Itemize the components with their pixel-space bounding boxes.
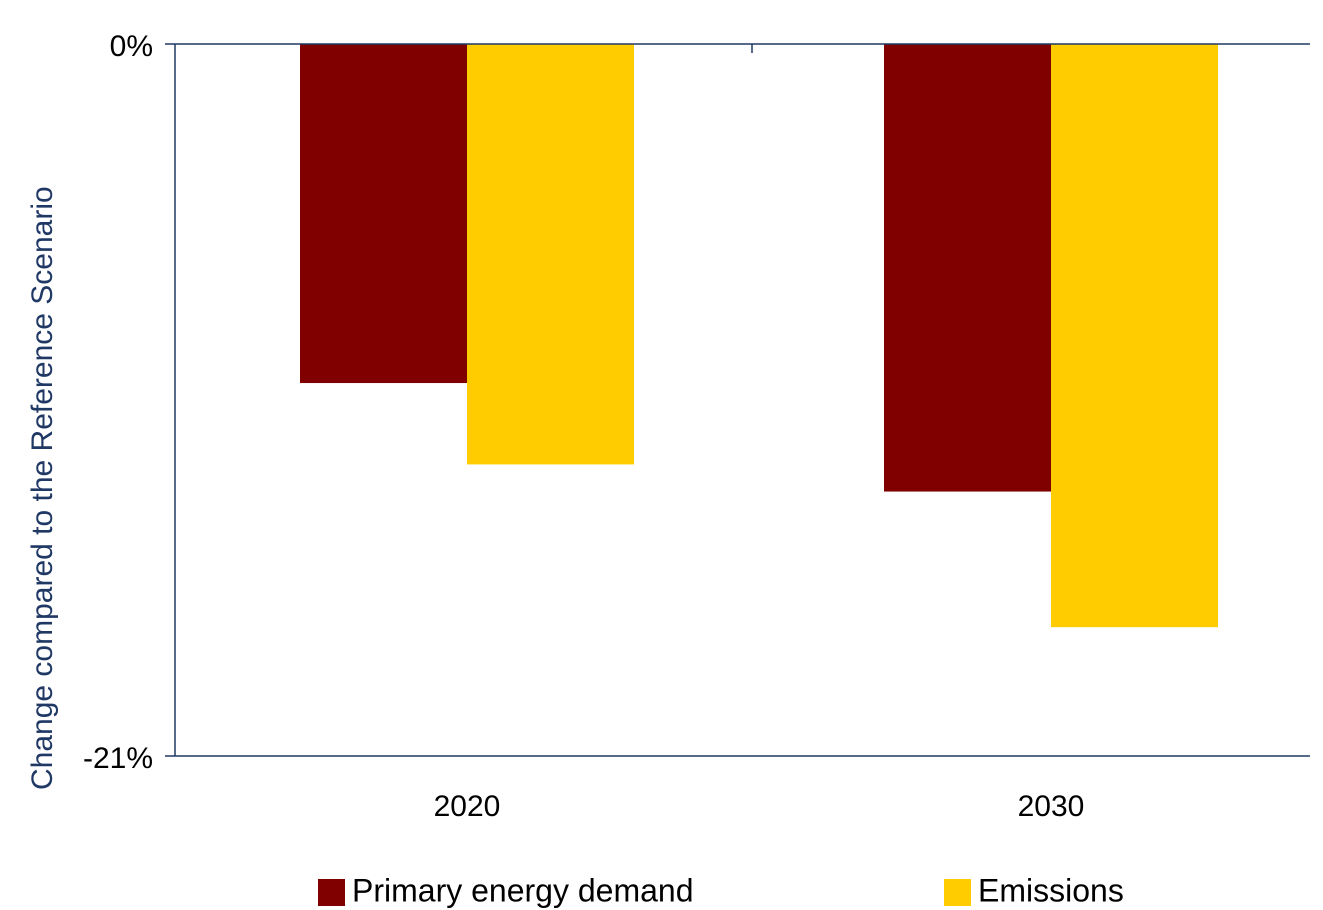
bar — [1051, 44, 1218, 628]
legend-label: Emissions — [978, 872, 1124, 908]
bar — [884, 44, 1051, 492]
bar — [300, 44, 467, 384]
x-tick-label: 2030 — [1018, 790, 1085, 823]
legend-swatch — [944, 879, 971, 906]
bar — [467, 44, 634, 465]
y-tick-label: -21% — [83, 742, 153, 775]
x-tick-label: 2020 — [434, 790, 501, 823]
legend-label: Primary energy demand — [352, 872, 693, 908]
y-axis-label: Change compared to the Reference Scenari… — [26, 186, 59, 790]
legend-swatch — [318, 879, 345, 906]
y-tick-label: 0% — [110, 30, 153, 63]
